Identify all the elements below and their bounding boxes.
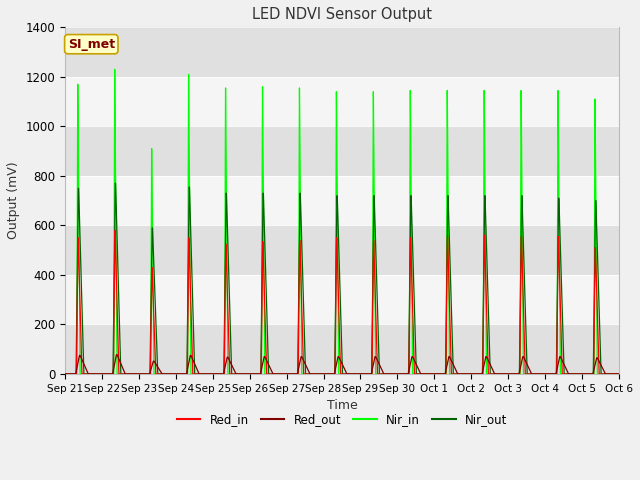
Bar xyxy=(65,324,619,374)
Legend: Red_in, Red_out, Nir_in, Nir_out: Red_in, Red_out, Nir_in, Nir_out xyxy=(172,408,512,431)
Bar xyxy=(65,77,619,126)
Text: SI_met: SI_met xyxy=(68,38,115,51)
Bar xyxy=(65,27,619,77)
Y-axis label: Output (mV): Output (mV) xyxy=(7,162,20,240)
Bar xyxy=(65,226,619,275)
Bar xyxy=(65,126,619,176)
Bar xyxy=(65,176,619,226)
Bar xyxy=(65,275,619,324)
Title: LED NDVI Sensor Output: LED NDVI Sensor Output xyxy=(252,7,432,22)
X-axis label: Time: Time xyxy=(326,399,357,412)
